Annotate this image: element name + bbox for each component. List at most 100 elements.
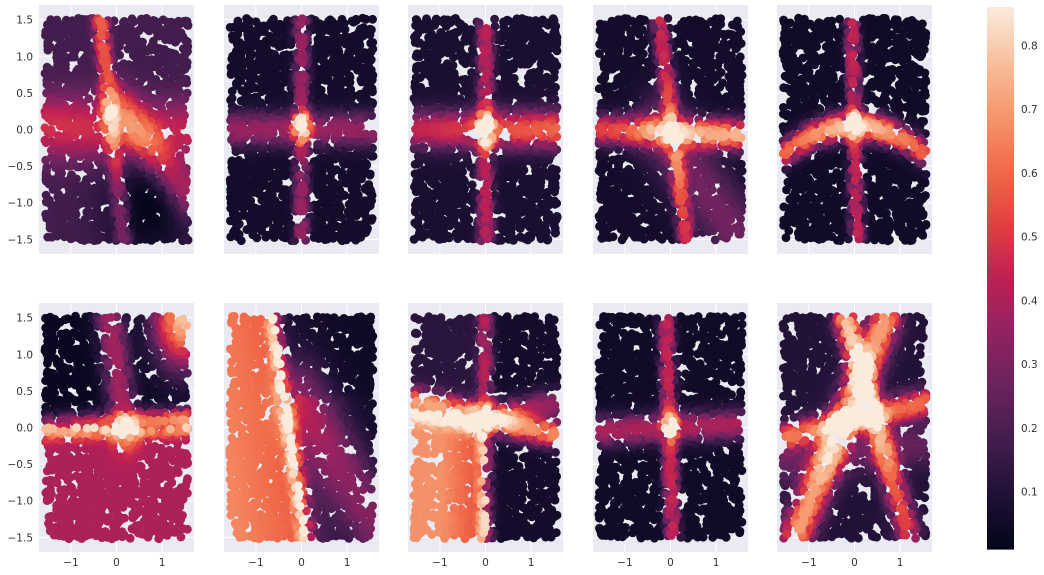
scatter-point	[309, 233, 319, 242]
scatter-point	[226, 123, 236, 133]
scatter-point	[479, 124, 489, 134]
scatter-point	[147, 236, 156, 245]
scatter-point	[522, 125, 531, 135]
scatter-point	[243, 193, 253, 203]
scatter-point	[516, 59, 526, 69]
scatter-point	[417, 142, 427, 152]
scatter-point	[43, 45, 53, 55]
scatter-point	[297, 36, 307, 45]
scatter-point	[461, 59, 470, 69]
scatter-point	[352, 233, 361, 243]
scatter-point	[416, 123, 426, 133]
scatter-point	[96, 16, 106, 26]
scatter-point	[297, 230, 307, 240]
scatter-point	[444, 233, 454, 243]
scatter-points	[409, 14, 562, 246]
scatter-point	[182, 17, 192, 26]
scatter-point	[114, 204, 124, 213]
scatter-point	[167, 17, 176, 27]
scatter-point	[439, 215, 449, 225]
scatter-point	[368, 87, 377, 97]
scatter-point	[98, 42, 107, 51]
scatter-point	[178, 65, 188, 75]
scatter-point	[234, 155, 244, 165]
y-tick-label: 1.5	[16, 15, 33, 27]
scatter-point	[236, 125, 246, 135]
scatter-point	[334, 200, 344, 210]
scatter-point	[524, 231, 534, 241]
scatter-point	[101, 125, 110, 134]
scatter-point	[158, 15, 168, 25]
scatter-point	[481, 205, 491, 215]
scatter-point	[107, 123, 117, 133]
y-tick-label: −0.5	[8, 161, 34, 173]
scatter-point	[67, 170, 76, 180]
scatter-point	[295, 170, 305, 180]
scatter-point	[142, 14, 151, 23]
scatter-point	[82, 207, 92, 217]
scatter-point	[343, 78, 353, 87]
scatter-point	[230, 229, 240, 239]
scatter-point	[368, 14, 377, 24]
scatter-point	[269, 14, 278, 24]
scatter-point	[41, 209, 51, 219]
scatter-point	[367, 214, 377, 223]
scatter-point	[150, 137, 160, 147]
scatter-point	[80, 87, 89, 97]
scatter-point	[360, 196, 370, 206]
scatter-point	[149, 16, 158, 25]
scatter-point	[104, 109, 114, 118]
scatter-point	[504, 234, 513, 244]
y-tick-label: −1.5	[8, 234, 34, 246]
scatter-point	[97, 31, 106, 41]
scatter-point	[182, 133, 191, 143]
scatter-point	[467, 180, 477, 190]
scatter-point	[275, 218, 285, 228]
scatter-point	[53, 34, 63, 43]
scatter-point	[358, 136, 367, 145]
scatter-point	[297, 49, 307, 58]
scatter-point	[67, 93, 77, 102]
scatter-point	[411, 65, 421, 74]
scatter-point	[368, 129, 378, 139]
scatter-point	[299, 220, 308, 230]
scatter-point	[114, 183, 124, 193]
scatter-point	[361, 78, 371, 88]
scatter-point	[233, 16, 243, 26]
scatter-point	[490, 14, 499, 24]
scatter-point	[298, 135, 307, 145]
scatter-point	[313, 35, 323, 44]
scatter-point	[284, 213, 294, 223]
scatter-point	[367, 111, 376, 120]
scatter-point	[481, 189, 491, 198]
panel-r0-c1	[224, 5, 379, 254]
scatter-point	[128, 122, 137, 131]
scatter-point	[412, 52, 422, 62]
scatter-point	[499, 17, 508, 27]
scatter-point	[296, 19, 306, 29]
scatter-point	[108, 92, 118, 102]
scatter-point	[515, 184, 525, 194]
scatter-point	[251, 17, 261, 27]
y-tick-label: 0.5	[16, 88, 33, 100]
scatter-point	[47, 116, 57, 126]
scatter-point	[515, 232, 525, 242]
scatter-points	[40, 14, 193, 246]
scatter-point	[481, 47, 491, 56]
scatter-point	[361, 129, 371, 139]
scatter-point	[111, 157, 120, 166]
scatter-point	[175, 151, 185, 161]
scatter-point	[360, 158, 370, 168]
scatter-point	[236, 236, 246, 246]
scatter-point	[540, 139, 550, 149]
scatter-point	[134, 123, 144, 132]
scatter-point	[297, 123, 307, 133]
scatter-point	[482, 86, 492, 96]
scatter-point	[64, 123, 74, 133]
scatter-point	[479, 53, 489, 63]
scatter-point	[248, 125, 257, 135]
scatter-point	[728, 20, 737, 30]
scatter-point	[481, 196, 490, 206]
scatter-point	[42, 162, 52, 172]
scatter-point	[111, 62, 121, 72]
